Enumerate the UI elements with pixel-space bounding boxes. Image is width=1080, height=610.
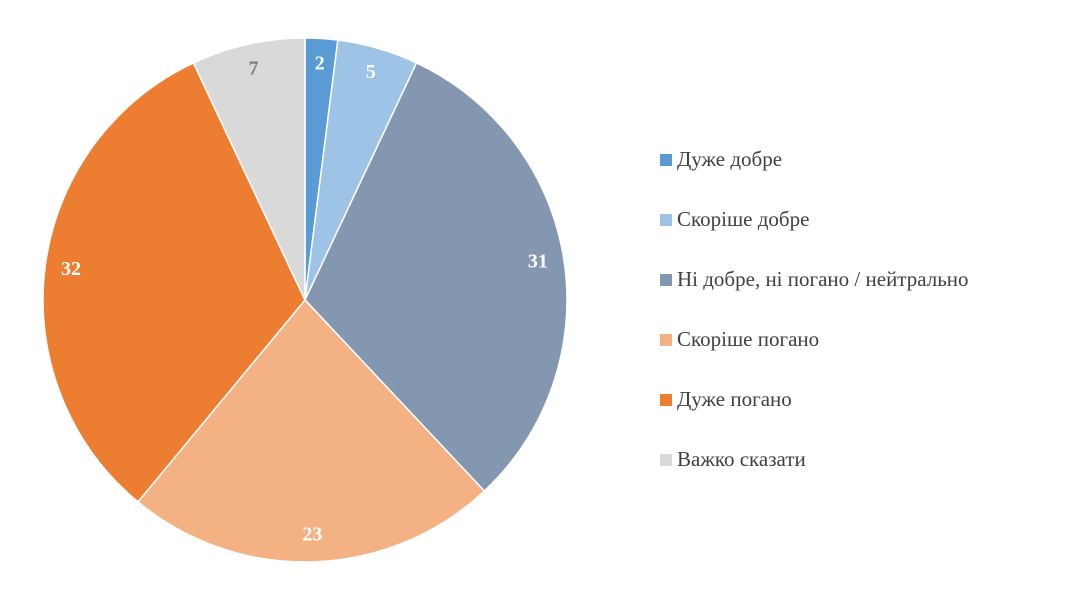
legend-swatch: [660, 334, 672, 346]
legend-label: Дуже добре: [677, 147, 782, 171]
legend-swatch: [660, 214, 672, 226]
legend-swatch: [660, 154, 672, 166]
data-label: 32: [61, 258, 81, 280]
pie-slice: [136, 298, 486, 563]
pie-slice: [304, 61, 568, 493]
legend-swatch: [660, 274, 672, 286]
legend-label: Дуже погано: [677, 387, 792, 411]
legend-label: Скоріше погано: [677, 327, 819, 351]
legend-swatch: [660, 454, 672, 466]
data-label: 5: [366, 61, 376, 83]
legend-label: Важко сказати: [677, 447, 806, 471]
data-label: 2: [315, 52, 325, 74]
data-label: 7: [249, 57, 259, 79]
data-label: 23: [302, 523, 322, 545]
pie-slice: [42, 61, 306, 503]
legend-swatch: [660, 394, 672, 406]
data-label: 31: [528, 251, 548, 273]
legend-label: Скоріше добре: [677, 207, 809, 231]
pie-slice: [192, 37, 306, 301]
legend-label: Ні добре, ні погано / нейтрально: [677, 267, 969, 291]
